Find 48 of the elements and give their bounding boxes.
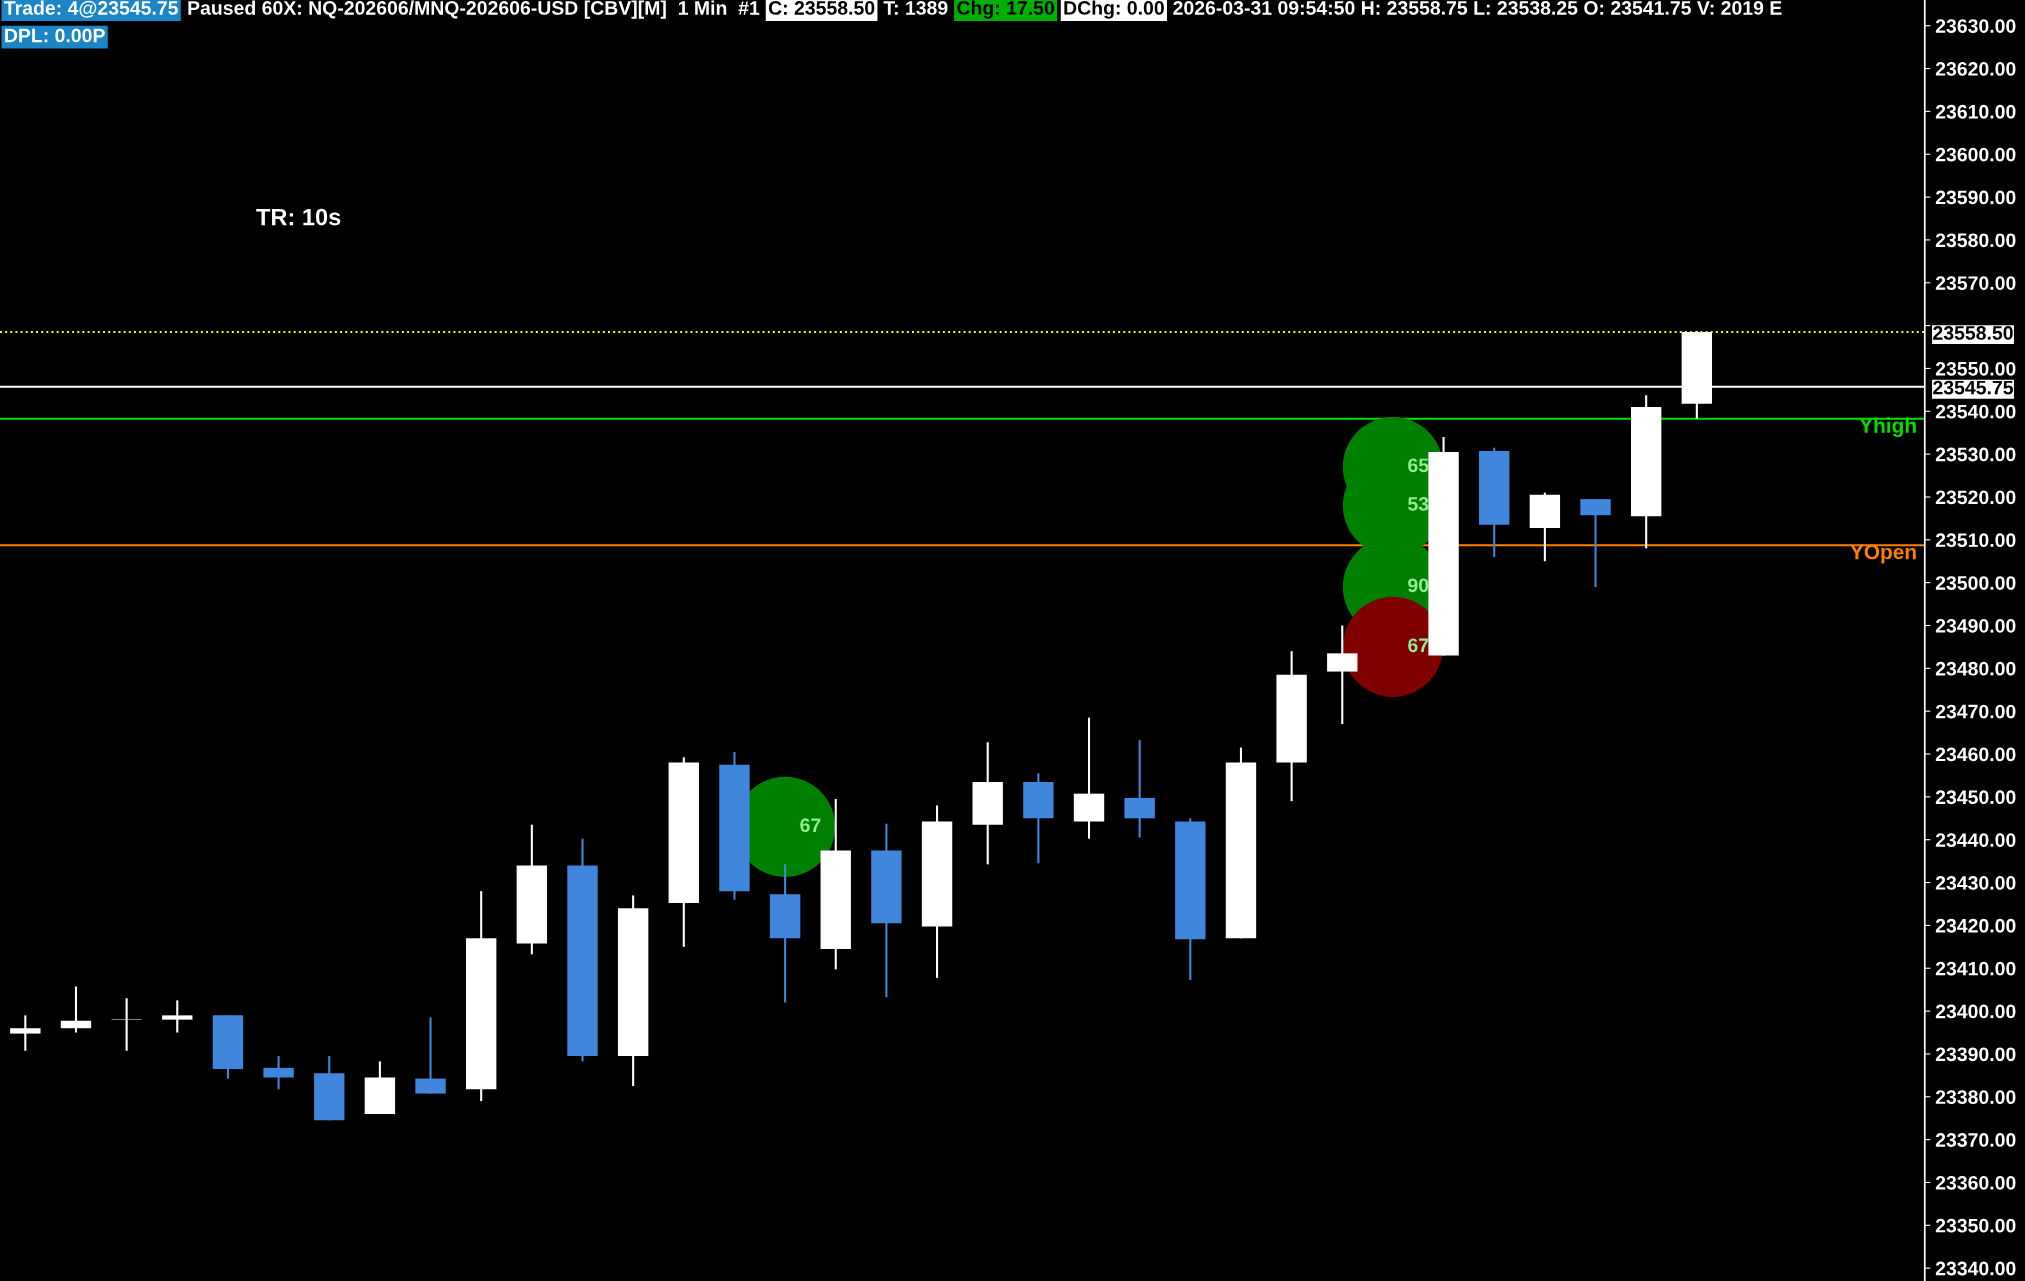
annotation: 67 <box>800 818 821 833</box>
ref-line-label: Yhigh <box>1859 417 1916 438</box>
annotation: TR: 10s <box>256 208 341 226</box>
y-tick-label: 23540.00 <box>1935 404 2016 419</box>
y-tick-label: 23430.00 <box>1935 876 2016 890</box>
y-tick-label: 23570.00 <box>1935 276 2016 291</box>
y-tick-label: 23580.00 <box>1935 233 2016 248</box>
annotation: Trade: 4@23545.75 <box>4 0 178 18</box>
annotation: Chg: 17.50 <box>957 0 1055 19</box>
annotation: DPL: 0.00P <box>5 28 105 43</box>
y-tick-label: 23510.00 <box>1935 533 2016 548</box>
y-tick-label: 23380.00 <box>1935 1090 2016 1105</box>
y-tick-label: 23490.00 <box>1935 618 2016 633</box>
y-tick-label: 23480.00 <box>1935 661 2016 676</box>
y-tick-label: 23590.00 <box>1935 190 2016 205</box>
y-tick-label: 23340.00 <box>1935 1261 2016 1276</box>
y-tick-label: 23370.00 <box>1935 1133 2016 1147</box>
y-tick-label: 23610.00 <box>1935 104 2016 119</box>
y-tick-label: 23620.00 <box>1935 62 2016 76</box>
ref-line-label: YOpen <box>1850 544 1916 564</box>
annotation: DChg: 0.00 <box>1064 0 1164 19</box>
y-tick-label: 23420.00 <box>1935 918 2016 933</box>
y-tick-label: 23520.00 <box>1935 490 2016 505</box>
y-tick-label: 23530.00 <box>1935 447 2016 462</box>
y-tick-label: 23350.00 <box>1935 1218 2016 1233</box>
y-tick-label: 23440.00 <box>1935 833 2016 847</box>
annotation: Paused 60X: NQ-202606/MNQ-202606-USD [CBV][M] 1 Min #1 <box>188 0 760 19</box>
y-tick-label: 23410.00 <box>1935 961 2016 976</box>
y-tick-label: 23470.00 <box>1935 704 2016 719</box>
y-tick-label: 23500.00 <box>1935 576 2016 590</box>
y-tick-label: 23360.00 <box>1935 1175 2016 1190</box>
ref-line-label: 23558.50 <box>1933 326 2013 340</box>
ref-line-label: 23545.75 <box>1933 380 2014 395</box>
y-tick-label: 23630.00 <box>1935 19 2016 33</box>
y-tick-label: 23550.00 <box>1935 361 2016 376</box>
candlestick <box>263 1055 294 1091</box>
y-tick-label: 23450.00 <box>1935 790 2016 805</box>
y-tick-label: 23400.00 <box>1935 1004 2016 1019</box>
annotation: 2026-03-31 09:54:50 H: 23558.75 L: 23538.25 O: 23541.75 V: 2019 E <box>1173 1 1782 15</box>
candlestick <box>162 999 193 1034</box>
annotation: T: 1389 <box>883 1 948 15</box>
candlestick <box>10 1014 41 1052</box>
annotation: C: 23558.50 <box>768 1 875 15</box>
y-tick-label: 23460.00 <box>1935 747 2016 762</box>
candlestick <box>111 997 142 1052</box>
y-tick-label: 23600.00 <box>1935 147 2016 162</box>
y-tick-label: 23390.00 <box>1935 1047 2016 1062</box>
candlestick <box>60 985 92 1034</box>
